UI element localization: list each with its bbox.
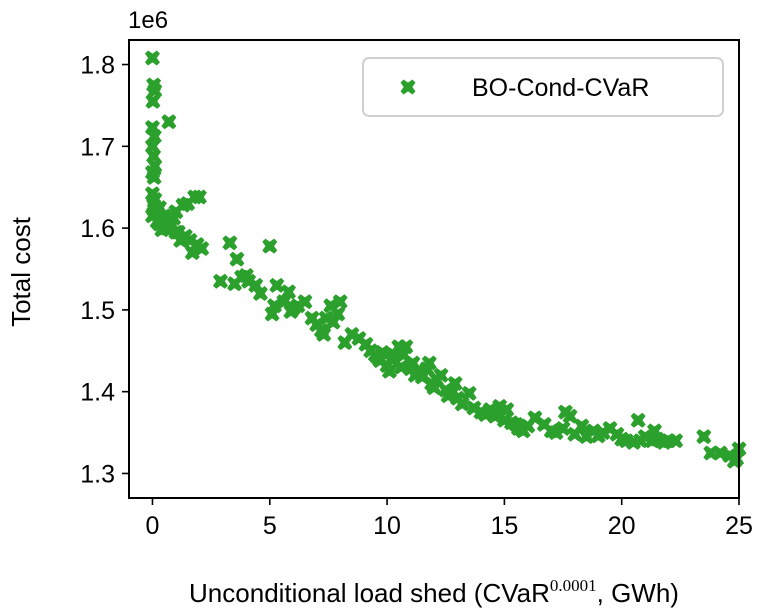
data-point <box>191 189 207 205</box>
data-point <box>381 363 397 379</box>
x-axis-label-tail: , GWh) <box>597 578 679 608</box>
x-axis-label-superscript: 0.0001 <box>550 576 597 595</box>
data-point <box>161 114 177 130</box>
data-point <box>145 93 161 109</box>
y-axis-label: Total cost <box>6 216 36 327</box>
data-point <box>487 408 503 424</box>
data-point <box>630 412 646 428</box>
data-point <box>262 238 278 254</box>
legend: BO-Cond-CVaR <box>362 57 724 117</box>
x-tick-label: 20 <box>608 512 636 540</box>
data-point <box>574 418 590 434</box>
data-point <box>222 235 238 251</box>
data-point <box>398 339 414 355</box>
legend-box <box>362 57 724 117</box>
x-axis-label: Unconditional load shed (CVaR0.0001, GWh… <box>189 576 679 608</box>
data-point <box>213 273 228 289</box>
data-point <box>264 306 280 322</box>
data-point <box>269 277 285 293</box>
data-point <box>555 420 571 436</box>
data-point <box>194 241 210 257</box>
data-point <box>447 376 463 391</box>
legend-marker-icon <box>400 79 416 95</box>
data-point <box>156 220 172 236</box>
x-tick-label: 0 <box>146 512 160 540</box>
data-point <box>146 169 162 185</box>
plot-frame <box>128 39 740 499</box>
data-point <box>421 355 437 371</box>
data-point <box>168 224 184 240</box>
data-point <box>696 429 712 445</box>
data-point <box>454 396 470 412</box>
y-tick-label: 1.5 <box>80 297 115 325</box>
data-points <box>144 50 747 469</box>
y-offset-label: 1e6 <box>128 7 168 34</box>
data-point <box>499 402 515 418</box>
data-point <box>325 314 341 330</box>
data-point <box>184 245 200 261</box>
data-point <box>285 300 301 316</box>
data-point <box>252 286 268 302</box>
data-point <box>144 50 160 66</box>
x-tick-label: 25 <box>725 512 753 540</box>
data-point <box>668 433 684 449</box>
data-point <box>461 385 477 401</box>
y-tick-label: 1.3 <box>80 460 115 488</box>
data-point <box>433 367 449 383</box>
y-tick-label: 1.4 <box>80 379 115 407</box>
x-tick-label: 15 <box>490 512 518 540</box>
x-tick-label: 10 <box>373 512 401 540</box>
data-point <box>238 268 254 284</box>
y-tick-label: 1.7 <box>80 133 115 161</box>
data-point <box>316 326 332 342</box>
y-tick-label: 1.6 <box>80 215 115 243</box>
data-point <box>332 294 348 310</box>
axis-ticks: 0 5 10 15 20 25 1.3 1.4 1.5 1.6 1.7 1.8 <box>80 52 753 540</box>
legend-label: BO-Cond-CVaR <box>472 74 649 102</box>
data-point <box>557 404 573 420</box>
data-point <box>229 251 245 267</box>
data-point <box>647 423 663 439</box>
data-point <box>147 83 163 99</box>
y-tick-label: 1.8 <box>80 52 115 80</box>
data-point <box>297 294 313 310</box>
x-axis-label-main: Unconditional load shed (CVaR <box>189 578 550 608</box>
legend-marker-shape <box>400 79 416 95</box>
data-point <box>281 284 297 300</box>
x-tick-label: 5 <box>263 512 277 540</box>
